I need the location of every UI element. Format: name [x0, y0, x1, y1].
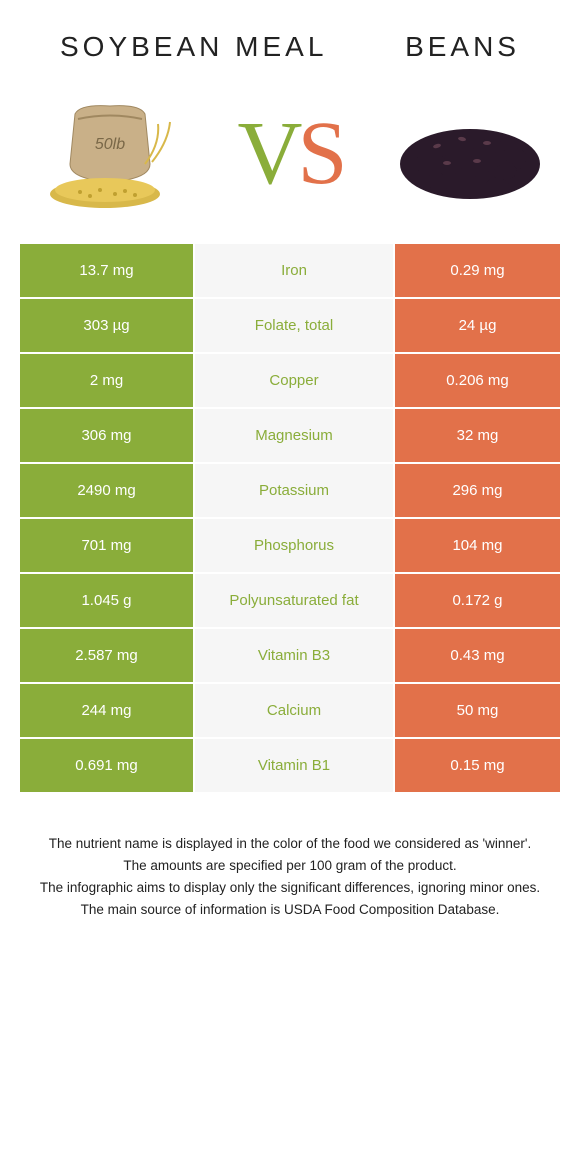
table-row: 2.587 mgVitamin B30.43 mg: [20, 629, 560, 684]
nutrient-name-cell: Phosphorus: [195, 519, 395, 572]
right-value-cell: 24 µg: [395, 299, 560, 352]
vs-s-letter: S: [297, 109, 342, 199]
vs-label: VS: [237, 109, 342, 199]
right-food-title: Beans: [405, 30, 520, 64]
right-value-cell: 296 mg: [395, 464, 560, 517]
nutrient-comparison-table: 13.7 mgIron0.29 mg303 µgFolate, total24 …: [20, 244, 560, 794]
header: Soybean meal Beans: [0, 0, 580, 84]
left-value-cell: 303 µg: [20, 299, 195, 352]
left-value-cell: 306 mg: [20, 409, 195, 462]
left-value-cell: 2 mg: [20, 354, 195, 407]
table-row: 1.045 gPolyunsaturated fat0.172 g: [20, 574, 560, 629]
table-row: 244 mgCalcium50 mg: [20, 684, 560, 739]
nutrient-name-cell: Copper: [195, 354, 395, 407]
nutrient-name-cell: Vitamin B1: [195, 739, 395, 792]
left-value-cell: 13.7 mg: [20, 244, 195, 297]
left-value-cell: 2490 mg: [20, 464, 195, 517]
footnote-line: The amounts are specified per 100 gram o…: [30, 856, 550, 876]
left-value-cell: 701 mg: [20, 519, 195, 572]
right-value-cell: 0.29 mg: [395, 244, 560, 297]
footnote: The nutrient name is displayed in the co…: [30, 834, 550, 921]
right-value-cell: 0.206 mg: [395, 354, 560, 407]
nutrient-name-cell: Polyunsaturated fat: [195, 574, 395, 627]
right-value-cell: 104 mg: [395, 519, 560, 572]
nutrient-name-cell: Iron: [195, 244, 395, 297]
right-value-cell: 0.15 mg: [395, 739, 560, 792]
svg-text:50lb: 50lb: [95, 136, 125, 153]
nutrient-name-cell: Magnesium: [195, 409, 395, 462]
vs-row: 50lb VS: [0, 84, 580, 244]
right-value-cell: 0.43 mg: [395, 629, 560, 682]
left-value-cell: 1.045 g: [20, 574, 195, 627]
left-value-cell: 0.691 mg: [20, 739, 195, 792]
footnote-line: The main source of information is USDA F…: [30, 900, 550, 920]
nutrient-name-cell: Calcium: [195, 684, 395, 737]
table-row: 303 µgFolate, total24 µg: [20, 299, 560, 354]
table-row: 2490 mgPotassium296 mg: [20, 464, 560, 519]
right-value-cell: 0.172 g: [395, 574, 560, 627]
table-row: 13.7 mgIron0.29 mg: [20, 244, 560, 299]
right-food-image: [390, 94, 550, 214]
nutrient-name-cell: Vitamin B3: [195, 629, 395, 682]
beans-pile-icon: [390, 94, 550, 214]
table-row: 2 mgCopper0.206 mg: [20, 354, 560, 409]
left-food-title: Soybean meal: [60, 30, 327, 64]
table-row: 0.691 mgVitamin B10.15 mg: [20, 739, 560, 794]
left-value-cell: 2.587 mg: [20, 629, 195, 682]
vs-v-letter: V: [237, 109, 297, 199]
left-value-cell: 244 mg: [20, 684, 195, 737]
left-food-image: 50lb: [30, 94, 190, 214]
table-row: 701 mgPhosphorus104 mg: [20, 519, 560, 574]
right-value-cell: 50 mg: [395, 684, 560, 737]
nutrient-name-cell: Folate, total: [195, 299, 395, 352]
nutrient-name-cell: Potassium: [195, 464, 395, 517]
table-row: 306 mgMagnesium32 mg: [20, 409, 560, 464]
footnote-line: The infographic aims to display only the…: [30, 878, 550, 898]
footnote-line: The nutrient name is displayed in the co…: [30, 834, 550, 854]
soybean-sack-icon: 50lb: [30, 94, 190, 214]
right-value-cell: 32 mg: [395, 409, 560, 462]
